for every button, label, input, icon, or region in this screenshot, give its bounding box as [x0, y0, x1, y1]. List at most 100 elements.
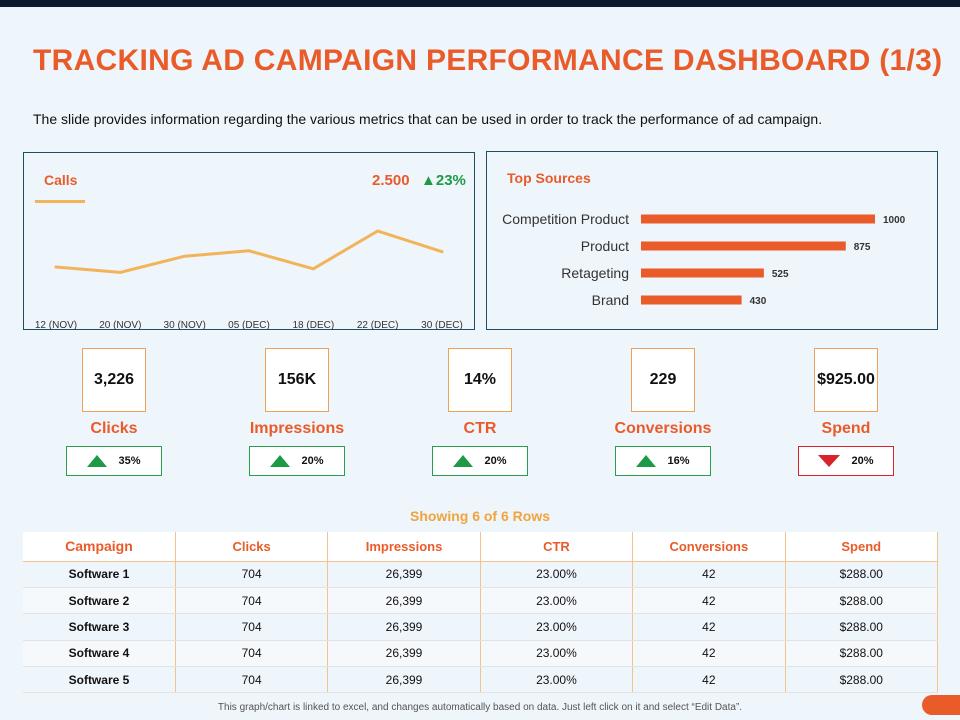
top-sources-bar-chart: Competition Product 1000 Product 875 Retaget… [502, 211, 906, 308]
kpi-conversions: 229 Conversions 16% [598, 348, 728, 476]
calls-change-value: 23% [435, 172, 466, 189]
table-cell: 23.00% [480, 587, 634, 615]
kpi-ctr: 14% CTR 20% [415, 348, 545, 476]
table-cell: 704 [175, 640, 329, 668]
table-cell: $288.00 [785, 613, 939, 641]
x-tick-label: 18 (DEC) [292, 320, 334, 331]
kpi-change-badge: 20% [798, 446, 894, 476]
table-cell: 23.00% [480, 613, 634, 641]
calls-value: 2.500 [372, 172, 410, 189]
kpi-change-value: 20% [851, 455, 874, 467]
campaign-table: Campaign Clicks Impressions CTR Conversi… [23, 532, 939, 694]
calls-data-point [440, 250, 444, 254]
kpi-label: Spend [821, 420, 871, 437]
x-tick-label: 22 (DEC) [357, 320, 399, 331]
source-bar [641, 295, 742, 305]
kpi-change-value: 20% [484, 455, 507, 467]
calls-underline [35, 200, 85, 203]
table-cell: 23.00% [480, 666, 634, 694]
table-cell: 42 [632, 587, 786, 615]
calls-data-point [247, 249, 251, 253]
table-cell: 23.00% [480, 561, 634, 588]
kpi-spend: $925.00 Spend 20% [781, 348, 911, 476]
arrow-up-icon [270, 455, 291, 467]
table-cell: 704 [175, 613, 329, 641]
kpi-change-badge: 16% [615, 446, 711, 476]
category-label: Competition Product [502, 211, 629, 227]
table-cell: Software 1 [23, 561, 176, 588]
data-label: 875 [854, 242, 871, 253]
column-header[interactable]: Clicks [175, 532, 329, 562]
table-cell: 26,399 [327, 613, 481, 641]
arrow-down-icon [818, 455, 841, 467]
table-cell: 704 [175, 666, 329, 694]
kpi-change-badge: 20% [249, 446, 345, 476]
top-sources-title: Top Sources [507, 170, 591, 186]
kpi-value-box: 229 [631, 348, 695, 412]
category-label: Retageting [561, 265, 629, 281]
table-cell: 26,399 [327, 587, 481, 615]
column-header[interactable]: Campaign [23, 532, 176, 562]
source-bar [641, 214, 875, 224]
x-tick-label: 30 (DEC) [421, 320, 463, 331]
kpi-change-badge: 20% [432, 446, 528, 476]
calls-data-point [376, 229, 380, 233]
x-tick-label: 05 (DEC) [228, 320, 270, 331]
top-bar [0, 0, 960, 7]
table-cell: 42 [632, 640, 786, 668]
column-header[interactable]: CTR [480, 532, 634, 562]
table-header-row: Campaign Clicks Impressions CTR Conversi… [23, 532, 939, 562]
x-tick-label: 12 (NOV) [35, 320, 77, 331]
table-row: Software 2 704 26,399 23.00% 42 $288.00 [23, 587, 939, 615]
table-cell: 26,399 [327, 561, 481, 588]
calls-data-point [118, 270, 122, 274]
table-cell: Software 3 [23, 613, 176, 641]
kpi-label: Clicks [90, 420, 138, 437]
calls-line-chart: 12 (NOV) 20 (NOV) 30 (NOV) 05 (DEC) 18 (DEC)… [35, 229, 463, 331]
table-cell: $288.00 [785, 561, 939, 588]
kpi-clicks: 3,226 Clicks 35% [49, 348, 179, 476]
table-row: Software 5 704 26,399 23.00% 42 $288.00 [23, 666, 939, 694]
table-cell: 26,399 [327, 640, 481, 668]
column-header[interactable]: Conversions [632, 532, 786, 562]
table-cell: 23.00% [480, 640, 634, 668]
table-cell: $288.00 [785, 666, 939, 694]
kpi-label: Conversions [614, 420, 712, 437]
kpi-label: Impressions [249, 420, 345, 437]
table-cell: 704 [175, 561, 329, 588]
calls-data-point [54, 265, 58, 269]
data-label: 525 [772, 269, 789, 280]
table-cell: 42 [632, 561, 786, 588]
source-bar [641, 268, 764, 278]
calls-data-point [311, 267, 315, 271]
x-tick-label: 30 (NOV) [164, 320, 206, 331]
table-cell: Software 2 [23, 587, 176, 615]
calls-title: Calls [44, 172, 78, 188]
kpi-value-box: 14% [448, 348, 512, 412]
table-cell: Software 4 [23, 640, 176, 668]
kpi-value-box: 156K [265, 348, 329, 412]
top-sources-panel: Top Sources Competition Product 1000 Produ… [486, 151, 938, 330]
table-cell: Software 5 [23, 666, 176, 694]
data-label: 1000 [883, 215, 906, 226]
arrow-up-icon [87, 455, 108, 467]
arrow-up-icon [636, 455, 657, 467]
column-header[interactable]: Impressions [327, 532, 481, 562]
table-row: Software 4 704 26,399 23.00% 42 $288.00 [23, 640, 939, 668]
arrow-up-icon [453, 455, 474, 467]
page-subtitle: The slide provides information regarding… [33, 111, 823, 127]
kpi-value-box: $925.00 [814, 348, 878, 412]
rows-count-label: Showing 6 of 6 Rows [409, 508, 550, 524]
kpi-change-value: 20% [301, 455, 324, 467]
source-bar [641, 241, 846, 251]
kpi-label: CTR [463, 420, 497, 437]
category-label: Product [581, 238, 629, 254]
kpi-change-badge: 35% [66, 446, 162, 476]
kpi-impressions: 156K Impressions 20% [232, 348, 362, 476]
table-row: Software 1 704 26,399 23.00% 42 $288.00 [23, 561, 939, 588]
kpi-change-value: 35% [118, 455, 141, 467]
table-cell: 26,399 [327, 666, 481, 694]
column-header[interactable]: Spend [785, 532, 939, 562]
calls-data-point [183, 254, 187, 258]
data-label: 430 [750, 296, 767, 307]
